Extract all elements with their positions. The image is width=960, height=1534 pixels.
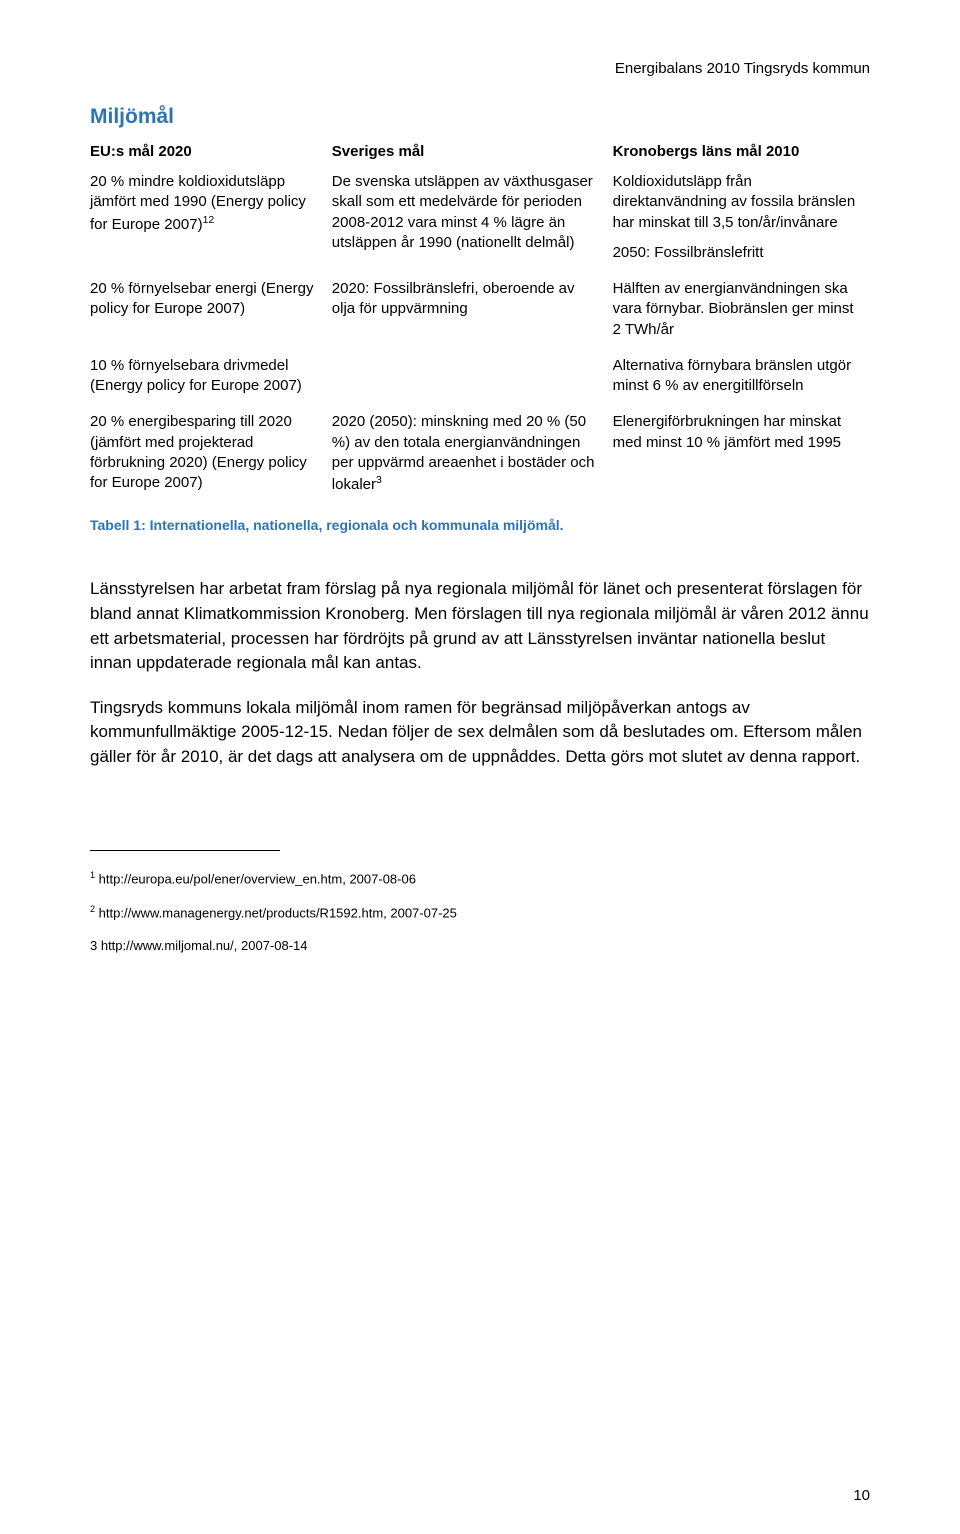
footnote: 1 http://europa.eu/pol/ener/overview_en.…: [90, 869, 870, 889]
table-cell: 20 % förnyelsebar energi (Energy policy …: [90, 279, 332, 356]
table-cell: Koldioxidutsläpp från direktanvändning a…: [613, 172, 870, 279]
table-caption: Tabell 1: Internationella, nationella, r…: [90, 517, 870, 533]
footnote-ref: 3: [376, 474, 382, 486]
table-row: 20 % energibesparing till 2020 (jämfört …: [90, 412, 870, 511]
cell-text: Koldioxidutsläpp från direktanvändning a…: [613, 172, 858, 233]
table-row: 10 % förnyelsebara drivmedel (Energy pol…: [90, 356, 870, 413]
table-header-col2: Sveriges mål: [332, 143, 613, 172]
table-header-col1: EU:s mål 2020: [90, 143, 332, 172]
table-row: 20 % förnyelsebar energi (Energy policy …: [90, 279, 870, 356]
body-paragraph: Länsstyrelsen har arbetat fram förslag p…: [90, 577, 870, 676]
table-cell: De svenska utsläppen av växthusgaser ska…: [332, 172, 613, 279]
goals-table: EU:s mål 2020 Sveriges mål Kronobergs lä…: [90, 143, 870, 511]
section-title: Miljömål: [90, 105, 870, 129]
table-cell: 20 % mindre koldioxidutsläpp jämfört med…: [90, 172, 332, 279]
body-paragraph: Tingsryds kommuns lokala miljömål inom r…: [90, 696, 870, 770]
table-cell: Alternativa förnybara bränslen utgör min…: [613, 356, 870, 413]
page-number: 10: [853, 1487, 870, 1504]
document-header: Energibalans 2010 Tingsryds kommun: [90, 60, 870, 77]
page: Energibalans 2010 Tingsryds kommun Miljö…: [0, 0, 960, 1534]
table-cell: [332, 356, 613, 413]
table-header-row: EU:s mål 2020 Sveriges mål Kronobergs lä…: [90, 143, 870, 172]
cell-text: 2020 (2050): minskning med 20 % (50 %) a…: [332, 413, 595, 493]
table-cell: Elenergiförbrukningen har minskat med mi…: [613, 412, 870, 511]
table-cell: 2020: Fossilbränslefri, oberoende av olj…: [332, 279, 613, 356]
table-cell: 2020 (2050): minskning med 20 % (50 %) a…: [332, 412, 613, 511]
footnotes-separator: [90, 850, 280, 851]
footnote-ref: 12: [203, 214, 215, 226]
table-header-col3: Kronobergs läns mål 2010: [613, 143, 870, 172]
footnote: 3 http://www.miljomal.nu/, 2007-08-14: [90, 936, 870, 956]
table-cell: 10 % förnyelsebara drivmedel (Energy pol…: [90, 356, 332, 413]
footnote-text: http://europa.eu/pol/ener/overview_en.ht…: [95, 871, 416, 886]
cell-text: 20 % mindre koldioxidutsläpp jämfört med…: [90, 173, 306, 233]
table-row: 20 % mindre koldioxidutsläpp jämfört med…: [90, 172, 870, 279]
cell-text: 2050: Fossilbränslefritt: [613, 243, 858, 263]
table-cell: Hälften av energianvändningen ska vara f…: [613, 279, 870, 356]
footnote-text: http://www.managenergy.net/products/R159…: [95, 905, 457, 920]
footnote: 2 http://www.managenergy.net/products/R1…: [90, 903, 870, 923]
table-cell: 20 % energibesparing till 2020 (jämfört …: [90, 412, 332, 511]
